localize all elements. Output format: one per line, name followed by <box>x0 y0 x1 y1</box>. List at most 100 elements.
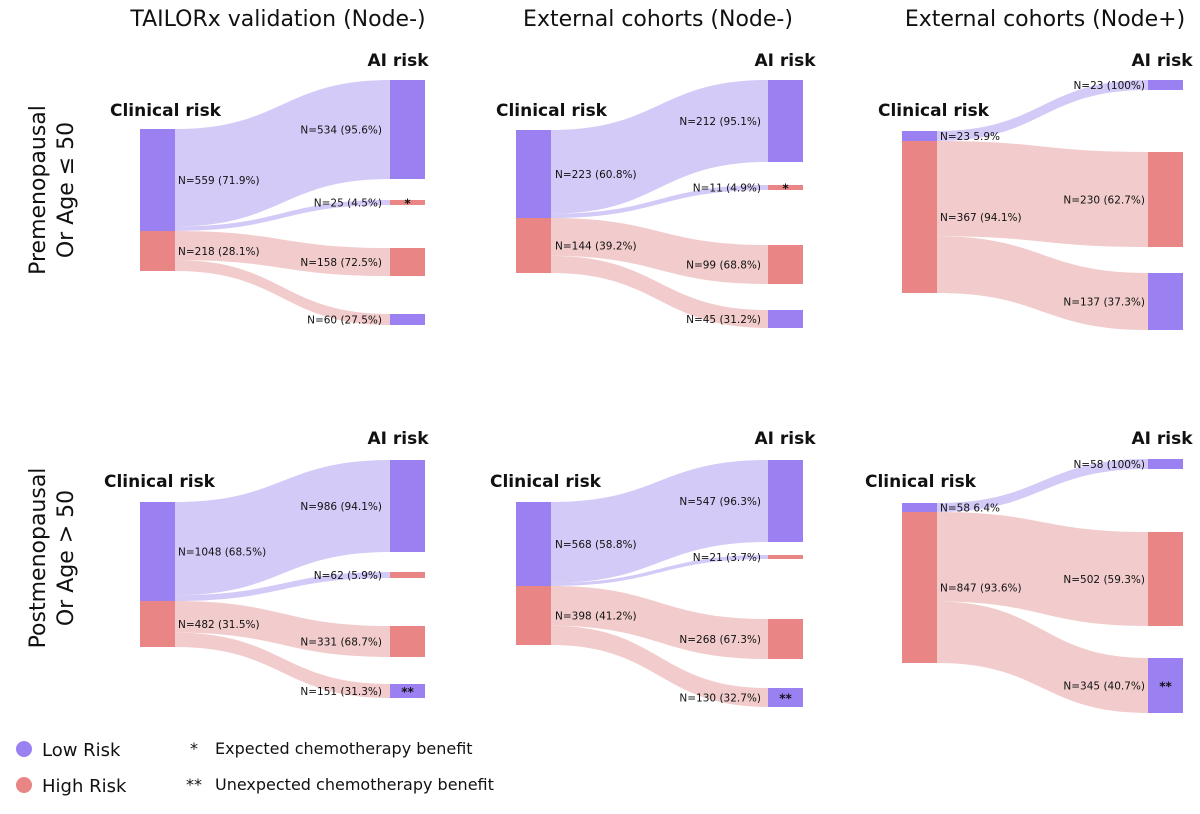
clinical-risk-bar-high <box>140 601 175 647</box>
ai-risk-bar-high <box>390 626 425 657</box>
ai-risk-count: N=986 (94.1%) <box>300 501 382 513</box>
legend-high-risk-swatch <box>16 777 32 793</box>
ai-risk-count: N=137 (37.3%) <box>1063 297 1145 309</box>
flow-band <box>937 80 1148 141</box>
ai-risk-count: N=60 (27.5%) <box>307 315 382 327</box>
legend-unexpected-label: Unexpected chemotherapy benefit <box>215 775 494 794</box>
ai-risk-header: AI risk <box>754 429 816 449</box>
legend-high-risk-label: High Risk <box>42 776 127 797</box>
flow-band <box>937 459 1148 512</box>
clinical-risk-count: N=144 (39.2%) <box>555 241 637 253</box>
flow-band <box>175 200 390 231</box>
row-label-premenopausal: Premenopausal Or Age ≤ 50 <box>26 105 79 275</box>
ai-risk-count: N=158 (72.5%) <box>300 257 382 269</box>
ai-risk-count: N=331 (68.7%) <box>300 637 382 649</box>
ai-risk-bar-low <box>768 310 803 328</box>
flow-band <box>937 236 1148 330</box>
ai-risk-bar-low <box>1148 80 1183 90</box>
column-title-external-node-pos: External cohorts (Node+) <box>905 7 1185 32</box>
clinical-risk-count: N=398 (41.2%) <box>555 611 637 623</box>
clinical-risk-header: Clinical risk <box>110 101 222 121</box>
clinical-risk-count: N=559 (71.9%) <box>178 175 260 187</box>
clinical-risk-bar-high <box>516 218 551 273</box>
flow-band <box>175 460 390 596</box>
sankey-panels: N=559 (71.9%) N=218 (28.1%) N=534 (95.6%) N… <box>104 51 1193 713</box>
ai-risk-header: AI risk <box>367 51 429 71</box>
clinical-risk-count: N=58 6.4% <box>940 503 1000 515</box>
ai-risk-count: N=11 (4.9%) <box>693 183 761 195</box>
row-label-postmenopausal-line2: Or Age > 50 <box>54 490 79 626</box>
ai-risk-bar-low <box>390 684 425 698</box>
clinical-risk-bar-high <box>902 512 937 663</box>
clinical-risk-count: N=1048 (68.5%) <box>178 547 266 559</box>
row-label-postmenopausal-line1: Postmenopausal <box>26 468 51 649</box>
ai-risk-bar-low <box>1148 459 1183 469</box>
ai-risk-bar-low <box>768 80 803 162</box>
flow-band <box>551 555 768 586</box>
flow-band <box>937 141 1148 247</box>
flow-band <box>175 601 390 657</box>
ai-risk-count: N=345 (40.7%) <box>1063 681 1145 693</box>
clinical-risk-count: N=223 (60.8%) <box>555 169 637 181</box>
column-title-tailorx: TAILORx validation (Node-) <box>129 7 425 32</box>
clinical-risk-bar-low <box>140 129 175 231</box>
ai-risk-header: AI risk <box>1131 429 1193 449</box>
ai-risk-bar-high <box>390 572 425 578</box>
ai-risk-count: N=23 (100%) <box>1073 80 1145 92</box>
ai-risk-count: N=130 (32.7%) <box>679 693 761 705</box>
clinical-risk-bar-low <box>902 503 937 512</box>
clinical-risk-bar-low <box>516 130 551 218</box>
flow-band <box>551 255 768 328</box>
ai-risk-bar-low <box>390 80 425 179</box>
ai-risk-header: AI risk <box>754 51 816 71</box>
ai-risk-count: N=547 (96.3%) <box>679 496 761 508</box>
clinical-risk-bar-high <box>902 141 937 293</box>
ai-risk-header: AI risk <box>1131 51 1193 71</box>
ai-risk-bar-high <box>390 200 425 205</box>
legend-unexpected-mark: ** <box>186 775 202 794</box>
flow-band <box>551 460 768 583</box>
clinical-risk-bar-high <box>140 231 175 271</box>
row-label-premenopausal-line2: Or Age ≤ 50 <box>54 122 79 258</box>
legend-low-risk-swatch <box>16 741 32 757</box>
benefit-mark: * <box>404 197 411 211</box>
ai-risk-count: N=212 (95.1%) <box>679 116 761 128</box>
ai-risk-count: N=230 (62.7%) <box>1063 195 1145 207</box>
flow-band <box>175 632 390 698</box>
ai-risk-count: N=62 (5.9%) <box>314 570 382 582</box>
ai-risk-bar-low <box>1148 273 1183 330</box>
ai-risk-bar-high <box>768 245 803 284</box>
benefit-mark: ** <box>1159 680 1172 694</box>
flow-band <box>175 80 390 227</box>
flow-band <box>937 601 1148 713</box>
benefit-mark: ** <box>779 692 792 706</box>
ai-risk-bar-low <box>1148 658 1183 713</box>
ai-risk-bar-high <box>768 185 803 190</box>
clinical-risk-header: Clinical risk <box>496 101 608 121</box>
flow-band <box>551 218 768 284</box>
clinical-risk-count: N=482 (31.5%) <box>178 619 260 631</box>
ai-risk-count: N=21 (3.7%) <box>693 552 761 564</box>
clinical-risk-bar-high <box>516 586 551 645</box>
flow-band <box>551 586 768 659</box>
flow-band <box>175 231 390 276</box>
ai-risk-count: N=502 (59.3%) <box>1063 574 1145 586</box>
clinical-risk-count: N=367 (94.1%) <box>940 212 1022 224</box>
clinical-risk-bar-low <box>140 502 175 601</box>
ai-risk-bar-low <box>768 460 803 542</box>
ai-risk-bar-high <box>390 248 425 276</box>
ai-risk-bar-high <box>1148 532 1183 626</box>
ai-risk-count: N=25 (4.5%) <box>314 198 382 210</box>
clinical-risk-count: N=218 (28.1%) <box>178 246 260 258</box>
legend-expected-label: Expected chemotherapy benefit <box>215 739 473 758</box>
ai-risk-bar-high <box>768 619 803 659</box>
ai-risk-bar-high <box>768 555 803 559</box>
ai-risk-count: N=99 (68.8%) <box>686 260 761 272</box>
ai-risk-count: N=151 (31.3%) <box>300 686 382 698</box>
benefit-mark: ** <box>401 685 414 699</box>
ai-risk-count: N=45 (31.2%) <box>686 314 761 326</box>
ai-risk-bar-high <box>1148 152 1183 247</box>
legend-expected-mark: * <box>190 739 198 758</box>
ai-risk-count: N=534 (95.6%) <box>300 125 382 137</box>
